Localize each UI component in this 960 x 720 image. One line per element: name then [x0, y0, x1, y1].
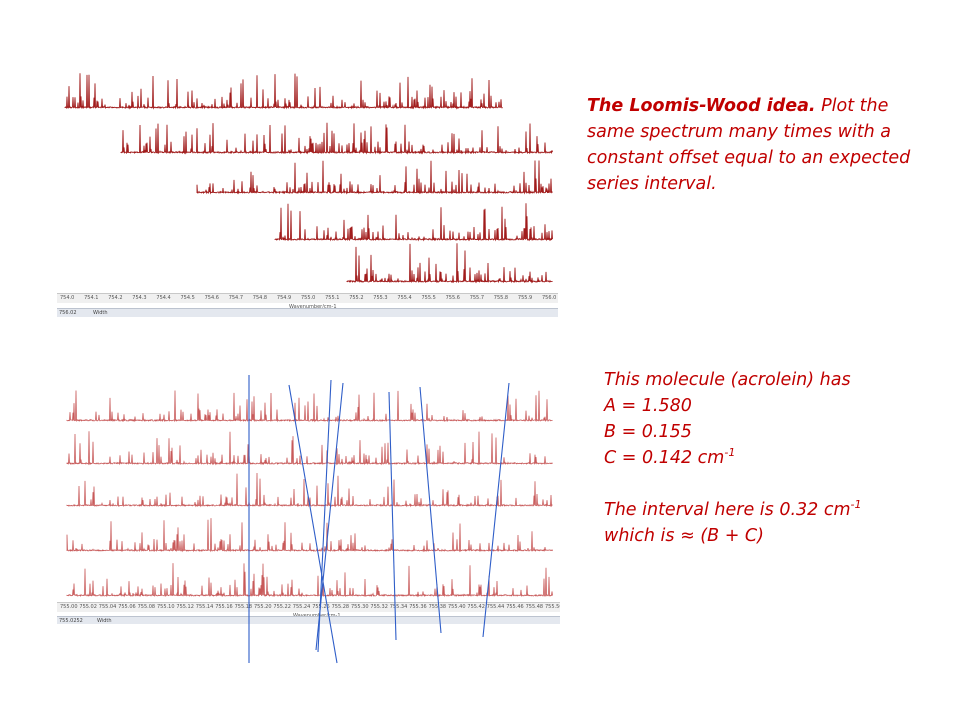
top-tick-label: 755.1: [325, 295, 340, 301]
top-status-value: 756.02: [59, 310, 77, 316]
top-tick-label: 755.5: [421, 295, 436, 301]
spectrum-trace: [66, 518, 553, 553]
top-tick-label: 754.8: [252, 295, 268, 301]
caption-approx-line: which is ≈ (B + C): [604, 526, 764, 546]
acrolein-caption: This molecule (acrolein) has A = 1.580 B…: [604, 367, 944, 549]
caption-interval-line: The interval here is 0.32 cm-1: [604, 497, 944, 523]
bottom-tick-label: 755.12: [176, 604, 194, 610]
bottom-tick-label: 755.14: [195, 604, 214, 610]
bottom-tick-label: 755.04: [98, 604, 117, 610]
spectrum-trace: [346, 243, 553, 284]
caption-interval-unit-exponent: -1: [850, 498, 862, 512]
top-tick-label: 754.1: [84, 295, 99, 301]
top-tick-label: 755.0: [301, 295, 316, 301]
caption-constant-c: C = 0.142 cm-1: [604, 445, 944, 471]
top-tick-label: 754.2: [108, 295, 123, 301]
bottom-tick-label: 755.16: [215, 604, 233, 610]
top-tick-label: 755.3: [373, 295, 388, 301]
bottom-tick-label: 755.22: [273, 604, 291, 610]
top-tick-label: 754.5: [180, 295, 195, 301]
bottom-wavenumber-axis: Wavenumber/cm-1 755.00755.02755.04755.06…: [57, 602, 560, 619]
bottom-tick-label: 755.38: [428, 604, 447, 610]
spectrum-trace: [66, 563, 553, 598]
bottom-tick-label: 755.40: [448, 604, 466, 610]
bottom-tick-label: 755.00: [60, 604, 78, 610]
bottom-tick-label: 755.46: [506, 604, 524, 610]
top-tick-label: 755.4: [397, 295, 412, 301]
bottom-tick-label: 755.10: [157, 604, 175, 610]
bottom-tick-label: 755.28: [331, 604, 350, 610]
bottom-tick-label: 755.24: [292, 604, 311, 610]
bottom-status-value: 755.0252: [59, 618, 83, 624]
bottom-spectrum-plot: [66, 390, 553, 598]
top-status-width-label: Width: [93, 310, 108, 316]
bottom-tick-label: 755.32: [370, 604, 388, 610]
bottom-tick-label: 755.20: [254, 604, 272, 610]
spectrum-trace: [64, 73, 503, 110]
bottom-tick-label: 755.08: [137, 604, 156, 610]
caption-constant-a: A = 1.580: [604, 396, 692, 416]
top-tick-label: 754.3: [132, 295, 147, 301]
top-tick-label: 754.0: [60, 295, 75, 301]
caption-body: Plot the same spectrum many times with a…: [587, 96, 911, 194]
spectrum-trace: [196, 160, 553, 195]
bottom-tick-label: 755.48: [525, 604, 544, 610]
top-wavenumber-axis: Wavenumber/cm-1 754.0 754.1 754.2 754.3 754.…: [57, 293, 558, 310]
top-tick-label: 754.9: [276, 295, 292, 301]
bottom-status-width-label: Width: [97, 618, 112, 624]
top-tick-label: 756.0: [542, 295, 557, 301]
spectrum-trace: [66, 431, 553, 466]
bottom-tick-label: 755.44: [486, 604, 505, 610]
top-status-bar: 756.02 Width: [57, 308, 558, 317]
bottom-tick-label: 755.42: [467, 604, 485, 610]
spectrum-trace: [66, 390, 553, 423]
bottom-tick-label: 755.02: [79, 604, 97, 610]
top-axis-title: Wavenumber/cm-1: [289, 304, 337, 310]
caption-constant-b: B = 0.155: [604, 422, 692, 442]
spectrum-trace: [274, 203, 553, 242]
top-tick-label: 754.7: [228, 295, 244, 301]
bottom-tick-label: 755.06: [118, 604, 136, 610]
caption-molecule-line: This molecule (acrolein) has: [604, 370, 851, 390]
top-spectrum-figure: Wavenumber/cm-1 754.0 754.1 754.2 754.3 754.…: [57, 50, 558, 317]
top-tick-label: 755.8: [493, 295, 509, 301]
loomis-wood-caption: The Loomis-Wood idea. Plot the same spec…: [587, 93, 927, 197]
bottom-tick-label: 755.36: [409, 604, 427, 610]
caption-constant-c-unit-exponent: -1: [724, 446, 736, 460]
top-spectrum-plot: [64, 73, 553, 284]
caption-interval-text: The interval here is 0.32 cm: [604, 500, 851, 520]
bottom-tick-label: 755.26: [312, 604, 330, 610]
bottom-status-bar: 755.0252 Width: [57, 616, 560, 624]
bottom-tick-label: 755.50: [545, 604, 560, 610]
top-tick-label: 754.6: [204, 295, 219, 301]
spectrum-trace: [120, 122, 553, 155]
top-tick-label: 755.6: [445, 295, 460, 301]
caption-constant-c-text: C = 0.142 cm: [604, 448, 725, 468]
bottom-tick-label: 755.18: [234, 604, 253, 610]
bottom-tick-label: 755.30: [351, 604, 369, 610]
top-tick-label: 755.7: [469, 295, 485, 301]
top-tick-label: 755.2: [349, 295, 364, 301]
spectrum-trace: [66, 472, 553, 508]
bottom-spectrum-figure: Wavenumber/cm-1 755.00755.02755.04755.06…: [57, 376, 560, 624]
bottom-tick-label: 755.34: [389, 604, 408, 610]
top-tick-label: 754.4: [156, 295, 171, 301]
top-tick-label: 755.9: [517, 295, 533, 301]
caption-title: The Loomis-Wood idea.: [587, 96, 816, 116]
